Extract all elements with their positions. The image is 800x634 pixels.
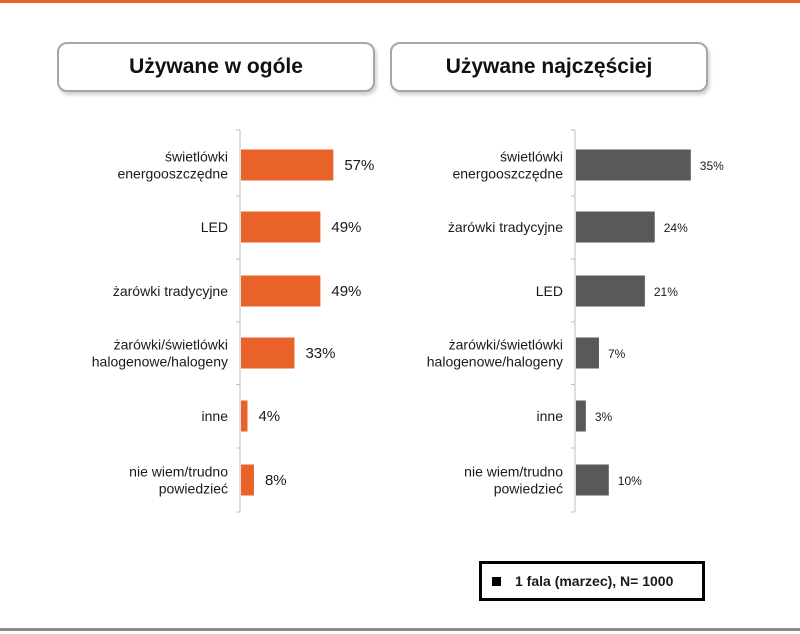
right-value-label-0: 35% [700,159,724,173]
left-category-label-3: żarówki/świetlówki halogenowe/halogeny [92,337,228,370]
right-bar-4 [576,400,586,432]
left-value-label-2: 49% [331,283,361,300]
left-panel-title: Używane w ogóle [57,42,375,92]
left-value-label-5: 8% [265,472,287,489]
left-bar-3 [241,337,295,369]
right-bar-2 [576,275,645,307]
left-bar-5 [241,464,254,496]
right-panel-title: Używane najczęściej [390,42,708,92]
right-bar-5 [576,464,609,496]
left-category-label-0: świetlówki energooszczędne [117,149,228,182]
legend-label: 1 fala (marzec), N= 1000 [515,573,674,589]
left-value-label-4: 4% [258,408,280,425]
bottom-rule [0,628,800,631]
left-value-label-1: 49% [331,219,361,236]
right-category-label-1: żarówki tradycyjne [448,219,563,235]
right-value-label-3: 7% [608,347,626,361]
right-value-label-2: 21% [654,285,678,299]
left-category-label-4: inne [202,408,229,424]
right-category-label-4: inne [537,408,564,424]
right-bar-3 [576,337,599,369]
left-value-label-0: 57% [344,157,374,174]
left-bar-4 [241,400,248,432]
left-value-label-3: 33% [305,345,335,362]
legend-swatch [492,576,501,586]
left-category-label-5: nie wiem/trudno powiedzieć [129,464,228,497]
left-category-label-2: żarówki tradycyjne [113,283,228,299]
right-category-label-3: żarówki/świetlówki halogenowe/halogeny [427,337,563,370]
left-bar-1 [241,211,321,243]
right-value-label-4: 3% [595,410,613,424]
left-bar-0 [241,149,334,181]
right-bar-0 [576,149,691,181]
top-accent-rule [0,0,800,3]
left-category-label-1: LED [201,219,228,235]
right-bar-1 [576,211,655,243]
left-bar-2 [241,275,321,307]
right-value-label-1: 24% [664,221,688,235]
right-category-label-2: LED [536,283,563,299]
right-category-label-5: nie wiem/trudno powiedzieć [464,464,563,497]
legend: 1 fala (marzec), N= 1000 [479,561,705,601]
left-bar-chart: 57% świetlówki energooszczędne 49% LED 49% żar… [92,129,374,513]
right-value-label-5: 10% [618,474,642,488]
right-bar-chart: 35% świetlówki energooszczędne 24% żarówki t… [427,129,724,513]
right-category-label-0: świetlówki energooszczędne [452,149,563,182]
